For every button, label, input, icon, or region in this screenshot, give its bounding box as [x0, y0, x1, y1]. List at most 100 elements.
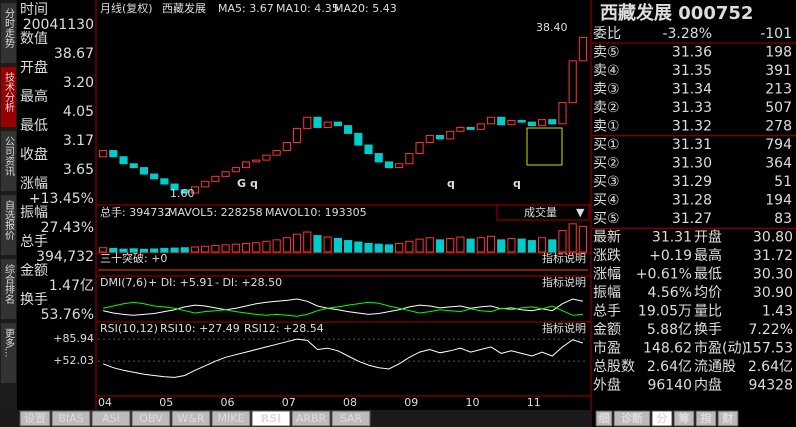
side-tab[interactable] [1, 195, 16, 255]
quote-tab[interactable] [613, 410, 651, 427]
side-tab[interactable] [1, 3, 16, 63]
volume-bar [446, 237, 455, 253]
volume-bar [578, 225, 587, 253]
order-label: 卖② [593, 100, 620, 116]
side-tab-label[interactable]: 分时走势 [3, 8, 15, 49]
volume-bar [497, 239, 506, 253]
volume-bar [201, 245, 210, 253]
volume-bar [507, 237, 516, 253]
ma-label: MA20: 5.43 [334, 2, 397, 15]
quote-tab[interactable] [717, 410, 739, 427]
stat-value: +0.19 [649, 248, 692, 264]
quote-tab[interactable] [651, 410, 673, 427]
side-tab-label[interactable]: 综合排名 [3, 263, 15, 305]
stat-value: 30.30 [753, 267, 793, 283]
candle [139, 167, 149, 175]
quote-tab-label: 分 [657, 411, 668, 425]
candle [435, 135, 445, 140]
bottom-tab[interactable] [19, 410, 51, 427]
stat-value: 30.90 [753, 285, 793, 301]
info-value: 53.76% [41, 307, 94, 323]
candle [313, 116, 322, 128]
info-label: 涨幅 [20, 176, 48, 192]
info-label: 收盘 [20, 146, 48, 163]
side-tab-label[interactable]: 更多... [3, 328, 15, 358]
bottom-tab[interactable] [251, 410, 291, 427]
order-label: 卖① [593, 119, 620, 135]
order-volume: 507 [765, 100, 792, 116]
quote-tab[interactable] [673, 410, 695, 427]
candle [344, 125, 353, 134]
candle [374, 153, 383, 163]
stat-label: 最低 [694, 267, 722, 283]
volume-bar [486, 235, 496, 253]
info-label: 换手 [20, 291, 48, 308]
candle [303, 116, 312, 129]
info-value: 1.47亿 [49, 278, 94, 294]
volume-bar [252, 242, 261, 253]
bottom-tab[interactable] [331, 410, 371, 427]
info-value: +13.45% [29, 191, 94, 207]
info-label: 数值 [20, 31, 48, 47]
stat-label: 振幅 [593, 285, 621, 301]
volume-bar [160, 247, 169, 253]
candle [415, 142, 424, 155]
side-tab[interactable] [1, 67, 16, 127]
quote-tab-label: 诊断 [621, 411, 643, 425]
y-tick-label: +52.03 [53, 354, 94, 367]
bottom-tab-label: 设置 [24, 412, 46, 425]
volume-bar [395, 242, 404, 253]
low-label: 1.60 [170, 187, 195, 200]
order-label: 卖⑤ [593, 45, 620, 61]
order-price: 31.28 [672, 193, 712, 209]
stat-label: 金额 [593, 322, 621, 338]
info-value: 20041130 [23, 17, 94, 33]
info-label: 总手 [20, 234, 48, 250]
volume-bar [139, 248, 149, 253]
order-label: 买③ [593, 174, 620, 190]
candle [425, 135, 434, 144]
stat-value: 94328 [748, 378, 793, 394]
order-volume: 364 [765, 156, 792, 172]
stat-value: 31.72 [753, 248, 793, 264]
stat-label: 涨幅 [593, 267, 621, 283]
side-tab[interactable] [1, 259, 16, 319]
order-volume: 194 [765, 193, 792, 209]
bottom-tab[interactable] [51, 410, 91, 427]
stat-value: 1.43 [762, 304, 793, 320]
order-label: 卖④ [593, 63, 620, 79]
bottom-tab[interactable] [131, 410, 171, 427]
x-tick-label: 07 [282, 396, 296, 409]
bottom-tab[interactable] [291, 410, 331, 427]
info-label: 金额 [20, 263, 48, 279]
x-tick-label: 04 [98, 396, 112, 409]
info-value: 3.20 [63, 75, 94, 91]
bottom-tab[interactable] [171, 410, 211, 427]
side-tab-label[interactable]: 技术分析 [3, 71, 15, 113]
quote-tab[interactable] [595, 410, 613, 427]
stat-value: 19.05万 [638, 304, 692, 320]
order-price: 31.36 [672, 45, 712, 61]
side-tab[interactable] [1, 131, 16, 191]
bottom-tab[interactable] [211, 410, 251, 427]
volume-bar [313, 235, 322, 253]
candle [456, 126, 465, 132]
order-price: 31.31 [672, 137, 712, 153]
side-tab[interactable] [1, 323, 16, 383]
x-tick-label: 05 [159, 396, 173, 409]
side-tab-label[interactable]: 公司资讯 [3, 136, 15, 177]
quote-tab[interactable] [695, 410, 717, 427]
volume-bar [119, 248, 128, 253]
volume-bar [466, 238, 475, 253]
info-label: 振幅 [20, 205, 48, 221]
volume-bar [456, 236, 465, 253]
stat-label: 量比 [694, 304, 722, 320]
volume-bar [517, 238, 526, 253]
order-price: 31.32 [672, 119, 712, 135]
bottom-tab[interactable] [91, 410, 131, 427]
candle [99, 150, 108, 158]
side-tab-label[interactable]: 自选报价 [3, 199, 15, 240]
ma-label: MA5: 3.67 [218, 2, 274, 15]
dropdown-arrow: ▼ [576, 206, 585, 219]
